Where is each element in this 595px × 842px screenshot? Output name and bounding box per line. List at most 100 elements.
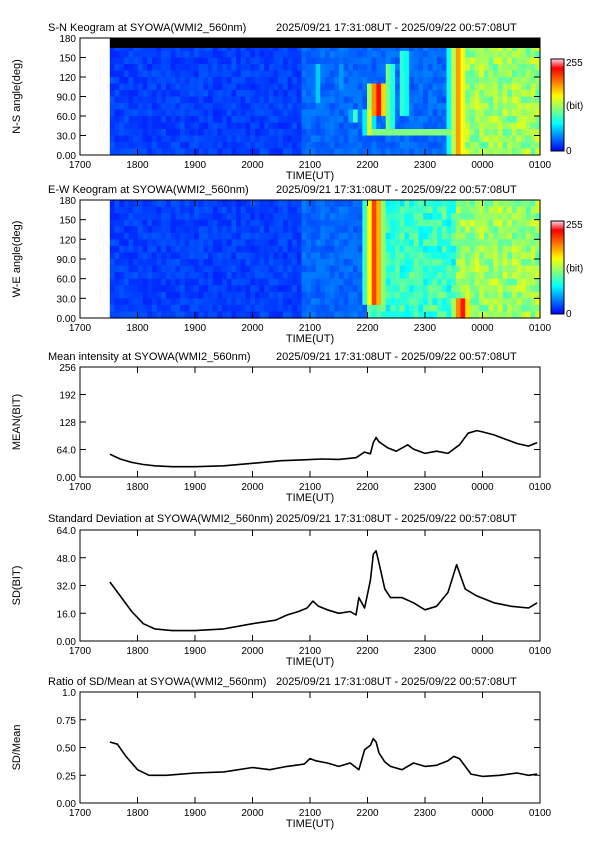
x-tick-label: 2200	[356, 323, 379, 334]
y-tick-label: 0.00	[57, 637, 77, 648]
y-tick-label: 128	[59, 418, 76, 429]
x-tick-label: 2300	[414, 646, 437, 657]
keogram-image	[109, 38, 541, 156]
chart-title: Standard Deviation at SYOWA(WMI2_560nm)	[48, 513, 273, 525]
y-axis-label: N-S angle(deg)	[11, 59, 23, 134]
chart-panel-1: S-N Keogram at SYOWA(WMI2_560nm) 2025/09/…	[11, 22, 583, 182]
series-line	[109, 429, 538, 468]
x-tick-label: 0000	[471, 323, 494, 334]
x-tick-label: 1700	[69, 808, 92, 819]
x-tick-label: 0100	[529, 482, 552, 493]
y-tick-label: 0.25	[57, 771, 77, 782]
y-tick-label: 60.0	[57, 275, 77, 286]
y-tick-label: 64.0	[57, 446, 77, 457]
y-tick-label: 90.0	[57, 93, 77, 104]
colorbar-unit-label: (bit)	[566, 264, 583, 275]
y-tick-label: 0.00	[57, 473, 77, 484]
x-tick-label: 0000	[471, 646, 494, 657]
y-tick-label: 0.00	[57, 314, 77, 325]
x-tick-label: 0100	[529, 323, 552, 334]
chart-time-range: 2025/09/21 17:31:08UT - 2025/09/22 00:57…	[276, 676, 517, 688]
chart-title: E-W Keogram at SYOWA(WMI2_560nm)	[48, 184, 249, 196]
y-tick-label: 0.00	[57, 799, 77, 810]
chart-time-range: 2025/09/21 17:31:08UT - 2025/09/22 00:57…	[276, 513, 517, 525]
x-tick-label: 2000	[241, 808, 264, 819]
colorbar-unit-label: (bit)	[566, 101, 583, 112]
chart-panel-3: Mean intensity at SYOWA(WMI2_560nm) 2025/…	[11, 351, 552, 504]
chart-panel-5: Ratio of SD/Mean at SYOWA(WMI2_560nm) 202…	[11, 676, 552, 830]
colorbar-min-label: 0	[566, 309, 572, 320]
keogram-image	[109, 200, 541, 319]
chart-panel-4: Standard Deviation at SYOWA(WMI2_560nm) 2…	[11, 513, 552, 668]
chart-time-range: 2025/09/21 17:31:08UT - 2025/09/22 00:57…	[276, 351, 517, 363]
x-tick-label: 2100	[299, 160, 322, 171]
x-tick-label: 2300	[414, 323, 437, 334]
x-tick-label: 1900	[184, 646, 207, 657]
colorbar	[550, 58, 565, 152]
x-axis-label: TIME(UT)	[286, 333, 334, 345]
x-axis-label: TIME(UT)	[286, 656, 334, 668]
x-tick-label: 2000	[241, 646, 264, 657]
y-tick-label: 1.0	[62, 688, 76, 699]
x-tick-label: 2300	[414, 808, 437, 819]
colorbar-max-label: 255	[566, 58, 583, 69]
series-line	[109, 550, 538, 632]
y-axis-label: MEAN(BIT)	[11, 394, 23, 450]
series-line	[109, 737, 538, 778]
x-tick-label: 1900	[184, 808, 207, 819]
y-tick-label: 120	[59, 235, 76, 246]
x-tick-label: 1800	[126, 323, 149, 334]
x-tick-label: 1800	[126, 160, 149, 171]
plot-frame	[79, 529, 541, 642]
y-tick-label: 48.0	[57, 554, 77, 565]
x-tick-label: 1700	[69, 482, 92, 493]
y-tick-label: 180	[59, 196, 76, 207]
x-tick-label: 1800	[126, 646, 149, 657]
chart-panel-2: E-W Keogram at SYOWA(WMI2_560nm) 2025/09/…	[11, 184, 583, 345]
x-tick-label: 2100	[299, 808, 322, 819]
chart-time-range: 2025/09/21 17:31:08UT - 2025/09/22 00:57…	[276, 22, 517, 34]
x-tick-label: 2100	[299, 323, 322, 334]
chart-title: Ratio of SD/Mean at SYOWA(WMI2_560nm)	[48, 676, 266, 688]
chart-title: S-N Keogram at SYOWA(WMI2_560nm)	[48, 22, 246, 34]
x-tick-label: 1700	[69, 160, 92, 171]
masked-strip	[109, 38, 541, 48]
y-tick-label: 60.0	[57, 112, 77, 123]
y-axis-label: SD/Mean	[11, 725, 23, 771]
y-tick-label: 180	[59, 34, 76, 45]
y-tick-label: 0.00	[57, 151, 77, 162]
x-tick-label: 1900	[184, 160, 207, 171]
colorbar	[550, 220, 565, 315]
x-tick-label: 2200	[356, 808, 379, 819]
plot-frame	[79, 366, 541, 478]
x-tick-label: 1800	[126, 482, 149, 493]
y-tick-label: 150	[59, 216, 76, 227]
colorbar-max-label: 255	[566, 220, 583, 231]
x-tick-label: 2000	[241, 323, 264, 334]
x-axis-label: TIME(UT)	[286, 492, 334, 504]
x-tick-label: 0100	[529, 646, 552, 657]
x-tick-label: 0000	[471, 808, 494, 819]
x-tick-label: 1900	[184, 323, 207, 334]
y-tick-label: 90.0	[57, 255, 77, 266]
chart-title: Mean intensity at SYOWA(WMI2_560nm)	[48, 351, 251, 363]
chart-time-range: 2025/09/21 17:31:08UT - 2025/09/22 00:57…	[276, 184, 517, 196]
y-tick-label: 16.0	[57, 609, 77, 620]
x-tick-label: 2000	[241, 160, 264, 171]
y-tick-label: 30.0	[57, 294, 77, 305]
x-axis-label: TIME(UT)	[286, 170, 334, 182]
x-tick-label: 0100	[529, 808, 552, 819]
x-tick-label: 2300	[414, 160, 437, 171]
x-tick-label: 2200	[356, 482, 379, 493]
colorbar-min-label: 0	[566, 146, 572, 157]
y-tick-label: 0.75	[57, 716, 77, 727]
y-tick-label: 120	[59, 73, 76, 84]
x-tick-label: 2000	[241, 482, 264, 493]
x-tick-label: 2300	[414, 482, 437, 493]
y-axis-label: SD(BIT)	[11, 566, 23, 606]
x-tick-label: 1700	[69, 323, 92, 334]
x-tick-label: 1700	[69, 646, 92, 657]
plot-frame	[79, 691, 541, 804]
x-tick-label: 2200	[356, 160, 379, 171]
